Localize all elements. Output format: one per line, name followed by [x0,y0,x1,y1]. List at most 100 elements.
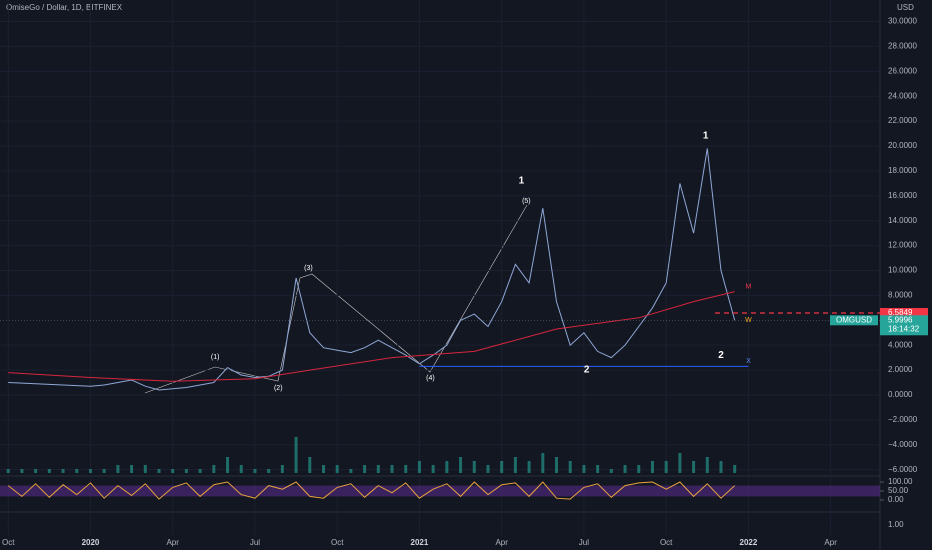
volume-bar [404,465,408,473]
y-tick-label: 4.0000 [888,340,913,349]
wave-lines [144,204,528,394]
volume-bar [363,465,367,473]
volume-bar [555,457,559,473]
volume-bar [390,465,394,473]
wave-label: 2 [584,365,590,376]
price-label-box [880,315,928,336]
wave-label: M [745,284,751,291]
chart-title: OmiseGo / Dollar, 1D, BITFINEX [6,3,123,12]
volume-bar [486,465,490,473]
price-label-box [880,307,928,318]
wave-label: W [745,317,752,324]
volume-bar [541,453,545,473]
volume-bar [34,469,38,473]
x-tick-label: 2022 [740,538,758,547]
symbol-label-box [830,315,878,326]
x-tick-label: Apr [824,538,837,547]
volume-bar [116,465,120,473]
y-tick-label: 0.00 [888,495,904,504]
y-tick-label: 18.0000 [888,166,917,175]
volume-bar [705,457,709,473]
volume-bar [445,461,449,473]
stoch-line [7,481,736,500]
wave-label: X [746,358,751,365]
y-tick-label: −6.0000 [888,465,918,474]
volume-bar [513,457,517,473]
volume-bar [239,465,243,473]
wave-label: 2 [718,350,724,361]
volume-bar [61,469,65,473]
volume-bar [6,469,10,473]
wave-label: (3) [304,265,313,272]
y-tick-label: 14.0000 [888,216,917,225]
volume-bar [349,469,353,473]
volume-bar [184,469,188,473]
y-tick-label: 10.0000 [888,266,917,275]
volume-bar [308,457,312,473]
y-tick-label: 2.0000 [888,365,913,374]
volume-bar [88,469,92,473]
y-tick-label: 100.00 [888,477,913,486]
wave-label: (1) [211,354,220,361]
y-tick-label: 12.0000 [888,241,917,250]
volume-bar [719,461,723,473]
x-tick-label: Jul [250,538,260,547]
volume-bar [212,465,216,473]
y-tick-label: 50.00 [888,486,909,495]
currency: USD [897,3,914,12]
wave-label: (2) [274,385,283,392]
volume-bar [226,457,230,473]
x-tick-label: 2020 [82,538,100,547]
y-tick-label: 30.0000 [888,17,917,26]
price-line [8,291,735,382]
y-tick-label: 16.0000 [888,191,917,200]
volume-bar [280,465,284,473]
y-tick-label: −4.0000 [888,440,918,449]
volume-bar [623,465,627,473]
wave-label: 1 [703,131,709,142]
x-tick-label: 2021 [411,538,429,547]
x-tick-label: Oct [331,538,344,547]
x-tick-label: Apr [166,538,179,547]
y-tick-label: 28.0000 [888,42,917,51]
volume-bar [527,461,531,473]
volume-bar [692,461,696,473]
y-tick-label: 1.00 [888,520,904,529]
volume-bar [500,461,504,473]
symbol-label: OMGUSD [836,315,872,324]
volume-bar [321,465,325,473]
wave-label: (4) [426,375,435,382]
volume-bar [198,469,202,473]
countdown: 18:14:32 [888,324,920,333]
volume-bar [637,465,641,473]
volume-bar [171,469,175,473]
y-tick-label: 26.0000 [888,66,917,75]
stoch-band [0,485,880,497]
volume-bar [431,465,435,473]
x-tick-label: Jul [579,538,589,547]
volume-bar [664,461,668,473]
y-tick-label: 22.0000 [888,116,917,125]
volume-bar [143,465,147,473]
x-tick-label: Oct [660,538,673,547]
volume-bar [472,461,476,473]
volume-bar [650,461,654,473]
volume-bar [75,469,79,473]
wave-label: (5) [522,198,531,205]
volume-bar [294,437,298,473]
volume-bar [335,465,339,473]
x-tick-label: Apr [495,538,508,547]
volume-bar [568,461,572,473]
price-label: 6.5849 [888,308,913,317]
volume-bar [20,469,24,473]
price-label: 5.9996 [888,315,913,324]
volume-bar [130,465,134,473]
volume-bar [102,469,106,473]
volume-bar [609,469,613,473]
y-tick-label: 20.0000 [888,141,917,150]
y-tick-label: −2.0000 [888,415,918,424]
volume-bar [459,457,463,473]
volume-bar [678,453,682,473]
